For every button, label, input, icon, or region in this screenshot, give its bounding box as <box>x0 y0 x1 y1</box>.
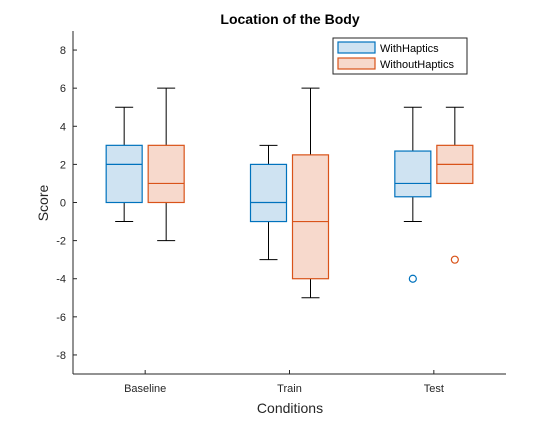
x-tick-label: Baseline <box>124 383 166 395</box>
y-axis-label: Score <box>35 185 51 222</box>
legend: WithHaptics WithoutHaptics <box>332 37 468 75</box>
x-tick-label: Train <box>277 383 302 395</box>
box-WithoutHaptics-Baseline <box>147 87 185 242</box>
iqr-box <box>105 144 143 204</box>
x-axis-label: Conditions <box>257 400 323 416</box>
boxes <box>105 87 474 299</box>
y-tick-label: -2 <box>56 236 66 248</box>
outlier-point <box>408 274 417 283</box>
x-tick-label: Test <box>424 383 444 395</box>
legend-label: WithoutHaptics <box>380 59 454 71</box>
iqr-box <box>147 144 185 204</box>
box-WithoutHaptics-Train <box>291 87 330 299</box>
y-tick-label: 2 <box>60 159 66 171</box>
y-tick-label: -8 <box>56 350 66 362</box>
iqr-box <box>249 163 288 223</box>
box-WithHaptics-Train <box>249 144 288 261</box>
y-tick-label: 4 <box>60 121 66 133</box>
axes: -8 -6 -4 -2 0 2 4 6 8 Baseline Train Test <box>56 31 506 395</box>
box-WithHaptics-Baseline <box>105 106 143 223</box>
legend-swatch <box>337 57 376 70</box>
legend-swatch <box>337 41 376 54</box>
chart-title: Location of the Body <box>220 11 359 27</box>
legend-label: WithHaptics <box>380 43 439 55</box>
y-tick-label: -4 <box>56 274 66 286</box>
y-tick-label: 8 <box>60 45 66 57</box>
iqr-box <box>291 154 330 280</box>
outlier-point <box>450 255 459 264</box>
y-tick-label: 6 <box>60 83 66 95</box>
y-tick-label: -6 <box>56 312 66 324</box>
iqr-box <box>394 150 432 198</box>
y-tick-label: 0 <box>60 198 66 210</box>
box-WithHaptics-Test <box>394 106 432 283</box>
box-WithoutHaptics-Test <box>436 106 474 264</box>
